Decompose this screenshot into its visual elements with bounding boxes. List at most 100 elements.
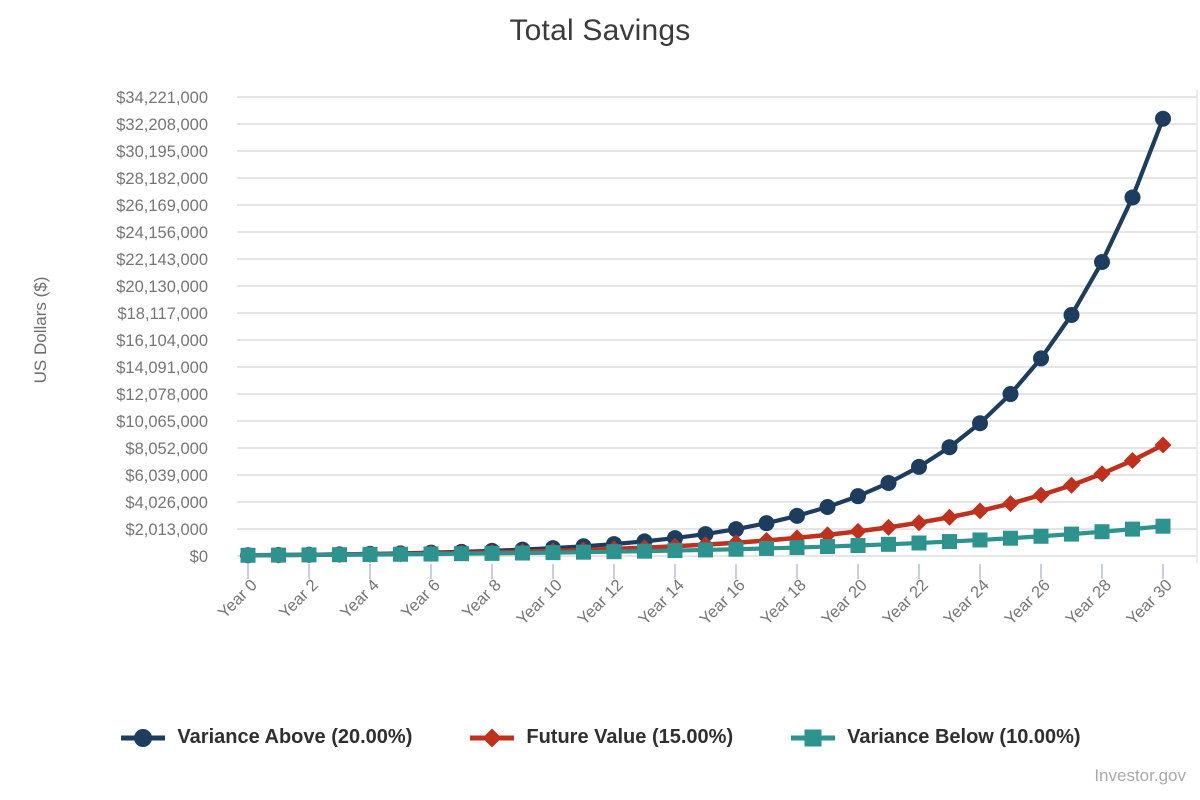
x-axis-tick-label: Year 14 (635, 576, 688, 629)
x-axis-tick-label: Year 28 (1062, 576, 1115, 629)
x-axis-tick-label: Year 30 (1123, 576, 1176, 629)
data-point (728, 541, 744, 557)
data-point (484, 545, 500, 561)
data-point (454, 546, 469, 562)
source-attribution: Investor.gov (1094, 766, 1186, 785)
data-point (941, 439, 958, 456)
data-point (697, 526, 714, 543)
legend-label: Variance Above (20.00%) (177, 726, 413, 748)
data-point (1033, 528, 1049, 544)
data-point (1155, 110, 1171, 127)
variance-above-legend-marker-icon (121, 728, 166, 747)
data-point (698, 542, 713, 558)
data-point (1002, 386, 1019, 403)
data-point (1154, 436, 1172, 454)
data-point (759, 540, 774, 556)
legend-item-variance-above[interactable]: Variance Above (20.00%) (119, 726, 412, 749)
data-point (804, 729, 822, 746)
data-point (240, 547, 256, 563)
data-point (1033, 350, 1049, 367)
data-point (911, 458, 927, 475)
data-point (972, 415, 988, 432)
future-value-legend-marker-icon (470, 728, 515, 747)
data-point (789, 507, 805, 524)
data-point (1003, 530, 1018, 546)
series-line (245, 116, 1166, 558)
x-axis-tick-label: Year 22 (879, 576, 932, 629)
data-point (637, 543, 652, 559)
y-axis-tick-label: $10,065,000 (116, 413, 208, 431)
data-point (1094, 254, 1110, 271)
y-axis-tick-label: $2,013,000 (125, 521, 208, 539)
y-axis-tick-label: $14,091,000 (116, 359, 208, 377)
data-point (134, 728, 153, 747)
y-axis-tick-label: $16,104,000 (116, 332, 208, 350)
data-point (881, 536, 896, 552)
legend-item-future-value[interactable]: Future Value (15.00%) (468, 726, 733, 749)
chart-title: Total Savings (509, 14, 691, 47)
data-point (911, 535, 927, 551)
data-point (758, 515, 775, 532)
data-point (942, 534, 957, 550)
x-axis-tick-label: Year 0 (215, 576, 261, 622)
y-axis-tick-label: $22,143,000 (116, 251, 208, 269)
x-axis-tick-label: Year 2 (276, 576, 322, 622)
data-point (1002, 495, 1019, 513)
y-axis-tick-label: $18,117,000 (117, 305, 208, 323)
legend-label: Variance Below (10.00%) (847, 726, 1081, 748)
data-point (880, 474, 897, 491)
x-axis-tick-label: Year 20 (818, 576, 871, 629)
x-axis-tick-label: Year 26 (1001, 576, 1054, 629)
data-point (1094, 524, 1110, 540)
data-point (910, 514, 928, 532)
data-point (301, 547, 317, 563)
y-axis-tick-label: $24,156,000 (116, 224, 208, 242)
data-point (482, 728, 502, 747)
x-axis-tick-label: Year 8 (459, 576, 505, 622)
series-variance-below-10-00 (240, 518, 1171, 563)
data-point (545, 545, 561, 561)
legend-label: Future Value (15.00%) (526, 726, 734, 748)
y-axis-tick-label: $4,026,000 (125, 494, 208, 512)
x-axis-tick-label: Year 24 (940, 576, 993, 629)
data-point (667, 543, 683, 559)
data-point (849, 522, 867, 540)
y-axis-tick-label: $34,221,000 (116, 89, 208, 107)
data-point (393, 546, 408, 562)
data-point (819, 499, 836, 516)
y-axis-tick-label: $12,078,000 (116, 386, 208, 404)
data-point (362, 547, 378, 563)
data-point (789, 540, 805, 556)
data-point (1063, 476, 1080, 494)
data-point (850, 488, 866, 505)
data-point (515, 545, 530, 561)
data-point (972, 532, 988, 548)
data-point (1064, 526, 1079, 542)
y-axis-tick-label: $30,195,000 (116, 143, 208, 161)
chart-legend: Variance Above (20.00%) Future Value (15… (0, 726, 1200, 749)
x-axis-tick-label: Year 6 (398, 576, 444, 622)
y-axis-tick-label: $32,208,000 (116, 116, 208, 134)
data-point (728, 521, 744, 538)
data-point (850, 538, 866, 554)
y-axis-tick-label: $28,182,000 (116, 170, 208, 188)
x-axis-tick-label: Year 16 (696, 576, 749, 629)
y-axis-tick-label: $26,169,000 (116, 197, 208, 215)
x-axis-tick-label: Year 4 (337, 576, 383, 622)
legend-item-variance-below[interactable]: Variance Below (10.00%) (789, 726, 1081, 749)
data-point (1124, 189, 1141, 206)
data-point (1155, 518, 1171, 534)
data-point (1093, 465, 1111, 483)
data-point (1125, 521, 1140, 537)
data-point (941, 508, 958, 526)
y-axis-tick-label: $20,130,000 (116, 278, 208, 296)
data-point (576, 544, 591, 560)
y-axis-tick-label: $8,052,000 (125, 440, 208, 458)
data-point (606, 544, 622, 560)
data-point (1124, 451, 1141, 469)
data-point (820, 539, 835, 555)
x-axis-tick-label: Year 18 (757, 576, 810, 629)
data-point (271, 547, 286, 563)
x-axis-tick-label: Year 12 (574, 576, 627, 629)
